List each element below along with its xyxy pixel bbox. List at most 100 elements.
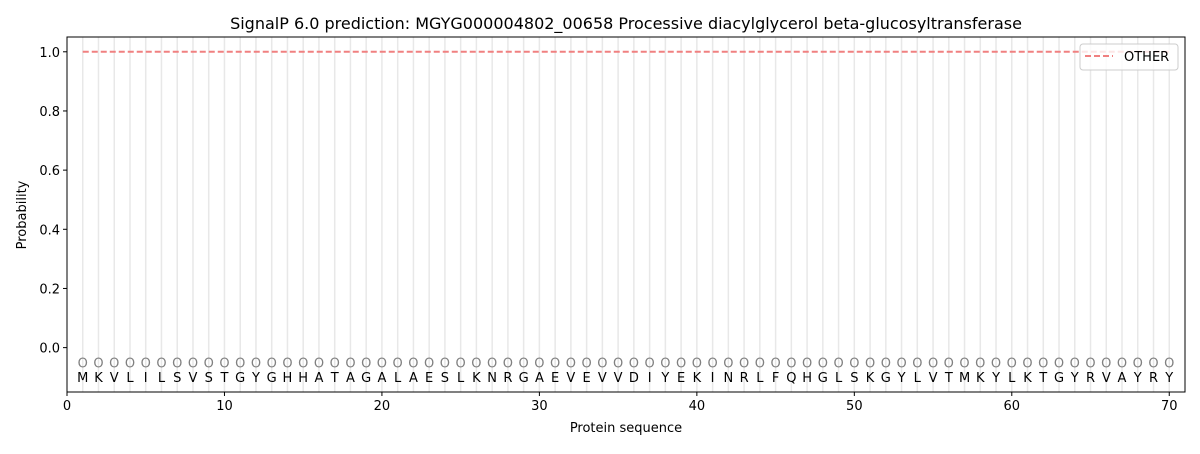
predicted-label: O xyxy=(298,356,308,371)
predicted-label: O xyxy=(471,356,481,371)
residue-letter: T xyxy=(219,371,228,386)
residue-letter: A xyxy=(535,371,544,386)
residue-letter: V xyxy=(614,371,623,386)
y-tick-label: 0.8 xyxy=(39,105,60,120)
x-tick-label: 30 xyxy=(531,399,548,414)
y-tick-label: 0.6 xyxy=(39,164,60,179)
residue-letter: V xyxy=(566,371,575,386)
predicted-label: O xyxy=(597,356,607,371)
residue-letter: A xyxy=(346,371,355,386)
predicted-label: O xyxy=(676,356,686,371)
plot-frame xyxy=(66,36,1186,393)
residue-letter: R xyxy=(503,371,512,386)
predicted-label: O xyxy=(534,356,544,371)
predicted-label: O xyxy=(613,356,623,371)
residue-letter: R xyxy=(740,371,749,386)
residue-letter: I xyxy=(144,371,148,386)
predicted-label: O xyxy=(692,356,702,371)
residue-letter: Y xyxy=(1133,371,1142,386)
predicted-label: O xyxy=(93,356,103,371)
predicted-label: O xyxy=(755,356,765,371)
residue-letter: Y xyxy=(991,371,1000,386)
residue-letter: H xyxy=(283,371,293,386)
predicted-label: O xyxy=(912,356,922,371)
legend-box xyxy=(1079,43,1179,71)
predicted-label: O xyxy=(1117,356,1127,371)
residue-letter: A xyxy=(1118,371,1127,386)
residue-letter: K xyxy=(866,371,875,386)
predicted-label: O xyxy=(802,356,812,371)
predicted-label: O xyxy=(204,356,214,371)
predicted-label: O xyxy=(440,356,450,371)
predicted-label: O xyxy=(1101,356,1111,371)
residue-letter: T xyxy=(944,371,953,386)
residue-letter: V xyxy=(1102,371,1111,386)
legend-label-other: OTHER xyxy=(1124,50,1169,65)
x-tick-label: 40 xyxy=(689,399,706,414)
predicted-label: O xyxy=(629,356,639,371)
residue-letter: K xyxy=(1023,371,1032,386)
residue-letter: G xyxy=(818,371,828,386)
predicted-label: O xyxy=(109,356,119,371)
residue-letter: G xyxy=(881,371,891,386)
predicted-label: O xyxy=(78,356,88,371)
predicted-label: O xyxy=(314,356,324,371)
predicted-label: O xyxy=(487,356,497,371)
residue-letter: K xyxy=(94,371,103,386)
residue-letter: V xyxy=(110,371,119,386)
residue-letter: L xyxy=(914,371,922,386)
predicted-label: O xyxy=(125,356,135,371)
y-tick-label: 1.0 xyxy=(39,46,60,61)
predicted-label: O xyxy=(582,356,592,371)
predicted-label: O xyxy=(1054,356,1064,371)
predicted-label: O xyxy=(456,356,466,371)
residue-letter: L xyxy=(457,371,465,386)
predicted-label: O xyxy=(503,356,513,371)
residue-letter: K xyxy=(693,371,702,386)
residue-letter: Y xyxy=(251,371,260,386)
residue-letter: E xyxy=(583,371,591,386)
residue-letter: S xyxy=(850,371,858,386)
residue-letter: G xyxy=(1054,371,1064,386)
residue-letter: H xyxy=(298,371,308,386)
residue-letter: T xyxy=(330,371,339,386)
residue-letter: T xyxy=(1038,371,1047,386)
residue-letter: R xyxy=(1086,371,1095,386)
residue-letter: A xyxy=(377,371,386,386)
legend: OTHER xyxy=(1079,43,1179,71)
x-tick-label: 50 xyxy=(846,399,863,414)
residue-letter: Y xyxy=(897,371,906,386)
predicted-label: O xyxy=(865,356,875,371)
predicted-label: O xyxy=(408,356,418,371)
residue-letter: V xyxy=(189,371,198,386)
residue-letter: L xyxy=(126,371,134,386)
residue-letter: L xyxy=(394,371,402,386)
residue-letter: E xyxy=(425,371,433,386)
y-tick-label: 0.0 xyxy=(39,342,60,357)
predicted-label: O xyxy=(959,356,969,371)
predicted-label: O xyxy=(991,356,1001,371)
residue-letter: E xyxy=(551,371,559,386)
predicted-label: O xyxy=(975,356,985,371)
residue-letter: M xyxy=(959,371,970,386)
predicted-label: O xyxy=(660,356,670,371)
predicted-label: O xyxy=(393,356,403,371)
x-tick-label: 10 xyxy=(216,399,233,414)
residue-letter: K xyxy=(472,371,481,386)
residue-letter: L xyxy=(158,371,166,386)
residue-letter: E xyxy=(677,371,685,386)
x-tick-label: 70 xyxy=(1161,399,1178,414)
predicted-label: O xyxy=(818,356,828,371)
y-tick-label: 0.4 xyxy=(39,223,60,238)
predicted-label: O xyxy=(424,356,434,371)
residue-letter: S xyxy=(205,371,213,386)
y-tick-label: 0.2 xyxy=(39,282,60,297)
predicted-label: O xyxy=(770,356,780,371)
residue-letter: Q xyxy=(786,371,796,386)
predicted-label: O xyxy=(566,356,576,371)
residue-letter: Y xyxy=(1164,371,1173,386)
residue-letter: N xyxy=(487,371,497,386)
predicted-label: O xyxy=(519,356,529,371)
predicted-label: O xyxy=(172,356,182,371)
